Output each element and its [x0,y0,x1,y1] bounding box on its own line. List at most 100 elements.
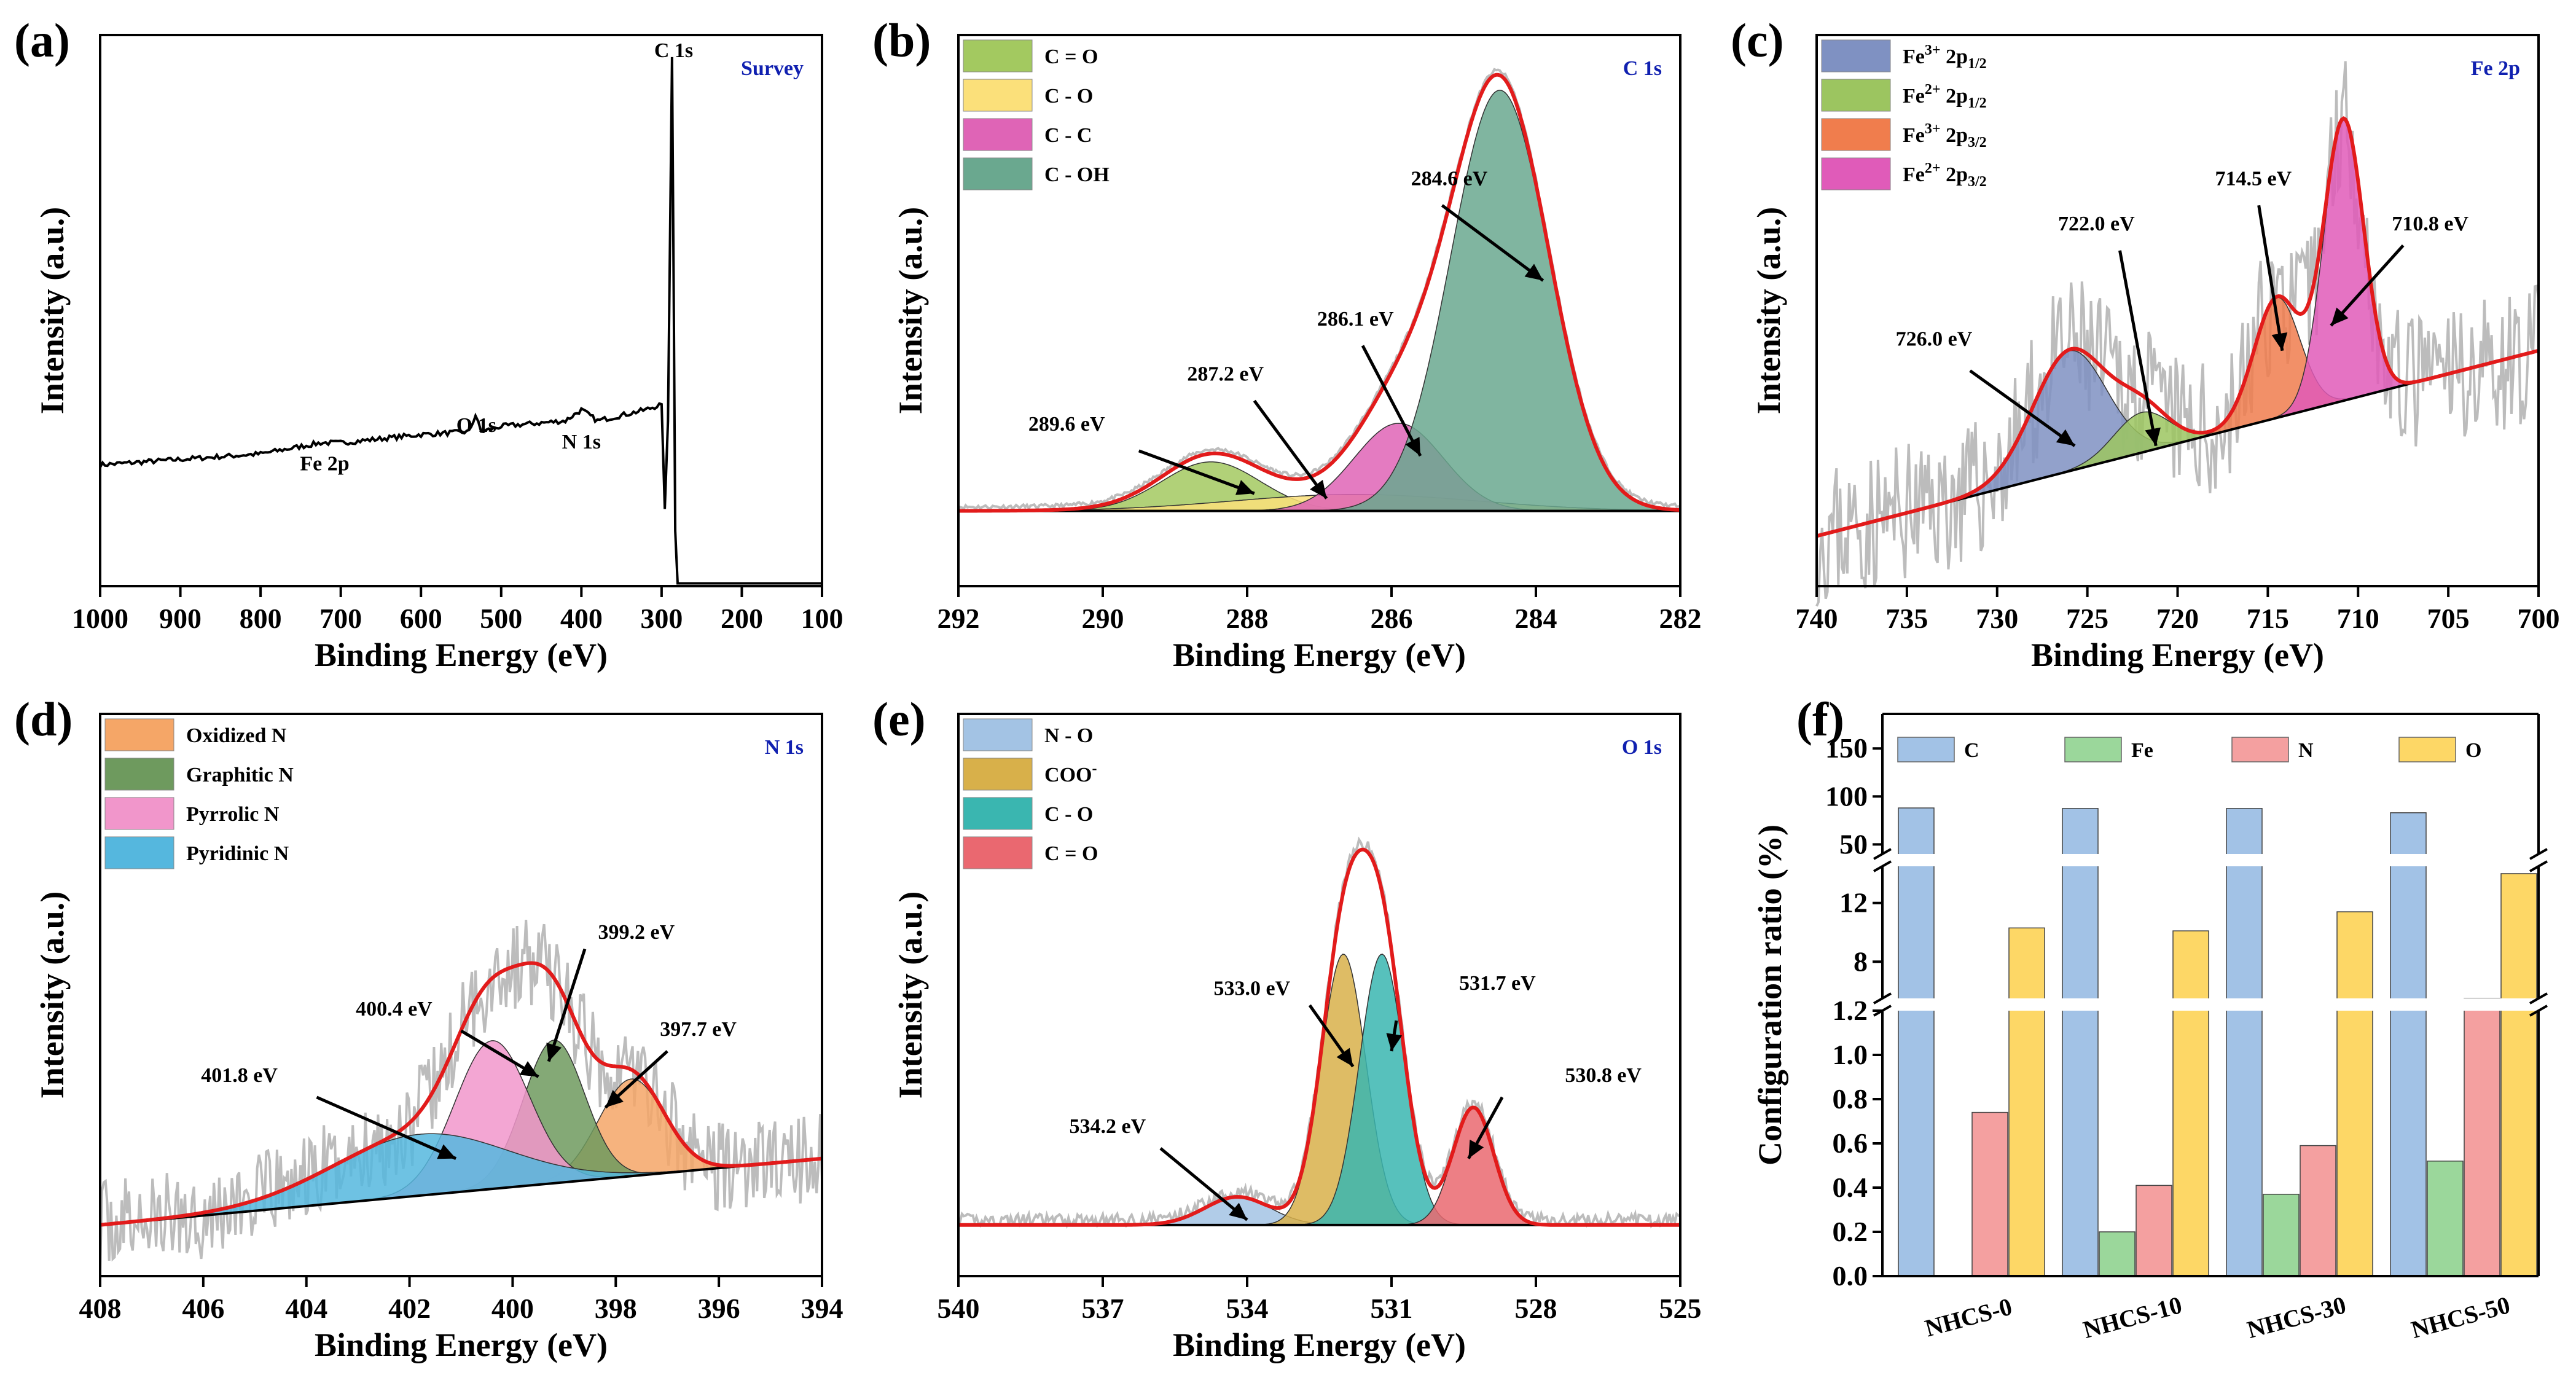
legend-label: Fe [2131,739,2153,762]
axis-break-gap [1875,998,2546,1011]
panel-d-xtick-label: 398 [595,1293,637,1324]
category-label: NHCS-10 [2080,1291,2185,1344]
annotation-arrow-head [1468,1139,1484,1159]
annotation-arrow [1308,1004,1355,1068]
panel-a: 1000 900 800 700 600 500 400 300 200 100 (a) Bindin… [14,14,844,673]
panel-a-xtick-label: 700 [319,603,362,634]
panel-d-frame [99,713,823,1277]
panel-d-xtick-label: 406 [182,1293,224,1324]
panel-b-xtick-label: 284 [1515,603,1557,634]
y-axis-title: Intensity (a.u.) [892,891,929,1099]
axis-break-mark [2529,1005,2548,1017]
peak-area [958,954,1680,1226]
y-tick-label: 100 [1825,780,1868,812]
panel-title: Fe 2p [2471,57,2520,80]
panel-b-xtick-label: 290 [1082,603,1124,634]
legend-label: Fe2+ 2p1/2 [1903,82,1987,111]
bar [1971,1111,2008,1277]
panel-a-xtick-label: 800 [240,603,282,634]
panel-d-xtick-label: 402 [388,1293,431,1324]
y-axis-title: Configuration ratio (%) [1752,825,1788,1166]
annotation-arrow-shaft [1253,399,1328,500]
bar [2172,930,2209,1277]
panel-c-xtick-label: 715 [2247,603,2289,634]
legend-label: O [2465,739,2481,762]
panel-title: Survey [741,57,804,80]
legend-swatch [2064,737,2122,762]
annotation-arrow-shaft [1159,1147,1248,1221]
annotation-arrow [1159,1147,1248,1221]
annotation-arrow-head [2331,307,2349,326]
peak-annotation: N 1s [562,431,601,453]
panel-label: (c) [1731,14,1784,67]
panel-c-xtick-label: 740 [1796,603,1838,634]
legend-swatch [963,718,1033,751]
annotation-arrow-head [519,1061,539,1077]
legend-label: C - O [1044,803,1093,826]
annotation-arrow-shaft [2118,250,2158,447]
y-tick-label: 0.4 [1833,1172,1868,1203]
legend-label: N - O [1044,724,1093,747]
panel-title: C 1s [1623,57,1662,80]
panel-c-xtick-label: 720 [2156,603,2199,634]
peak-annotation: 286.1 eV [1317,308,1394,331]
legend-label: Pyrrolic N [186,803,280,826]
axis-break-mark [2529,992,2548,1005]
annotation-arrow-head [1405,437,1420,456]
panel-a-xtick-label: 100 [801,603,844,634]
annotation-arrow-head [2271,332,2288,351]
peak-annotation: 287.2 eV [1187,363,1264,386]
bar [2062,808,2099,1277]
axis-break-mark [1873,860,1892,872]
panel-d-xtick-label: 394 [801,1293,844,1324]
peak-annotation: 534.2 eV [1070,1115,1146,1138]
y-axis-title: Intensity (a.u.) [34,207,71,415]
bar [2390,812,2427,1277]
y-tick-label: 0.6 [1833,1127,1868,1159]
peak-annotation: O 1s [456,414,496,437]
bar [2008,927,2045,1277]
panel-a-xtick-label: 600 [400,603,442,634]
peak-annotation: Fe 2p [300,453,349,476]
panel-b-xtick-label: 282 [1659,603,1702,634]
panel-label: (e) [872,692,926,746]
fit-envelope [1816,116,2539,538]
bar [2226,808,2263,1277]
annotation-arrow [2118,250,2161,447]
annotation-arrow [1969,369,2076,447]
legend-label: Fe3+ 2p1/2 [1903,42,1987,72]
peak-annotation: 710.8 eV [2392,213,2468,235]
annotation-arrow-head [605,1090,624,1108]
peak-annotation: 289.6 eV [1028,413,1105,436]
panel-title: O 1s [1622,736,1662,759]
annotation-arrow-shaft [1138,449,1255,495]
panel-label: (f) [1796,692,1844,746]
axis-break-mark [1873,848,1892,860]
peak-annotation: 726.0 eV [1896,328,1973,351]
panel-b-frame [957,34,1681,587]
annotation-arrow [1253,399,1328,500]
peak-annotation: 722.0 eV [2058,213,2135,235]
legend-label: Oxidized N [186,724,287,747]
panel-c-xtick-label: 725 [2066,603,2108,634]
panel-f: NHCS-0 NHCS-10 NHCS-30 NHCS-50 0.0 0.2 0.4 0.6 0… [1752,692,2548,1344]
legend-swatch [963,157,1033,190]
x-axis-title: Binding Energy (eV) [315,1326,608,1363]
panel-label: (a) [14,14,70,67]
peak-annotation: 284.6 eV [1411,168,1488,190]
y-tick-label: 50 [1839,828,1868,860]
bar [2500,873,2537,1277]
legend-swatch [1821,79,1891,112]
x-axis-title: Binding Energy (eV) [1173,1326,1466,1363]
peak-annotation: 400.4 eV [356,998,433,1021]
peak-annotation: C 1s [654,39,693,62]
annotation-arrow-head [1310,480,1327,499]
legend-label: C - OH [1044,163,1110,186]
axis-break-mark [1873,992,1892,1005]
annotation-arrow-shaft [316,1095,457,1160]
legend-swatch [1897,737,1955,762]
panel-b-xtick-label: 292 [938,603,980,634]
legend-swatch [963,39,1033,72]
annotation-arrow-head [2056,429,2075,446]
legend-label: C = O [1044,842,1098,865]
